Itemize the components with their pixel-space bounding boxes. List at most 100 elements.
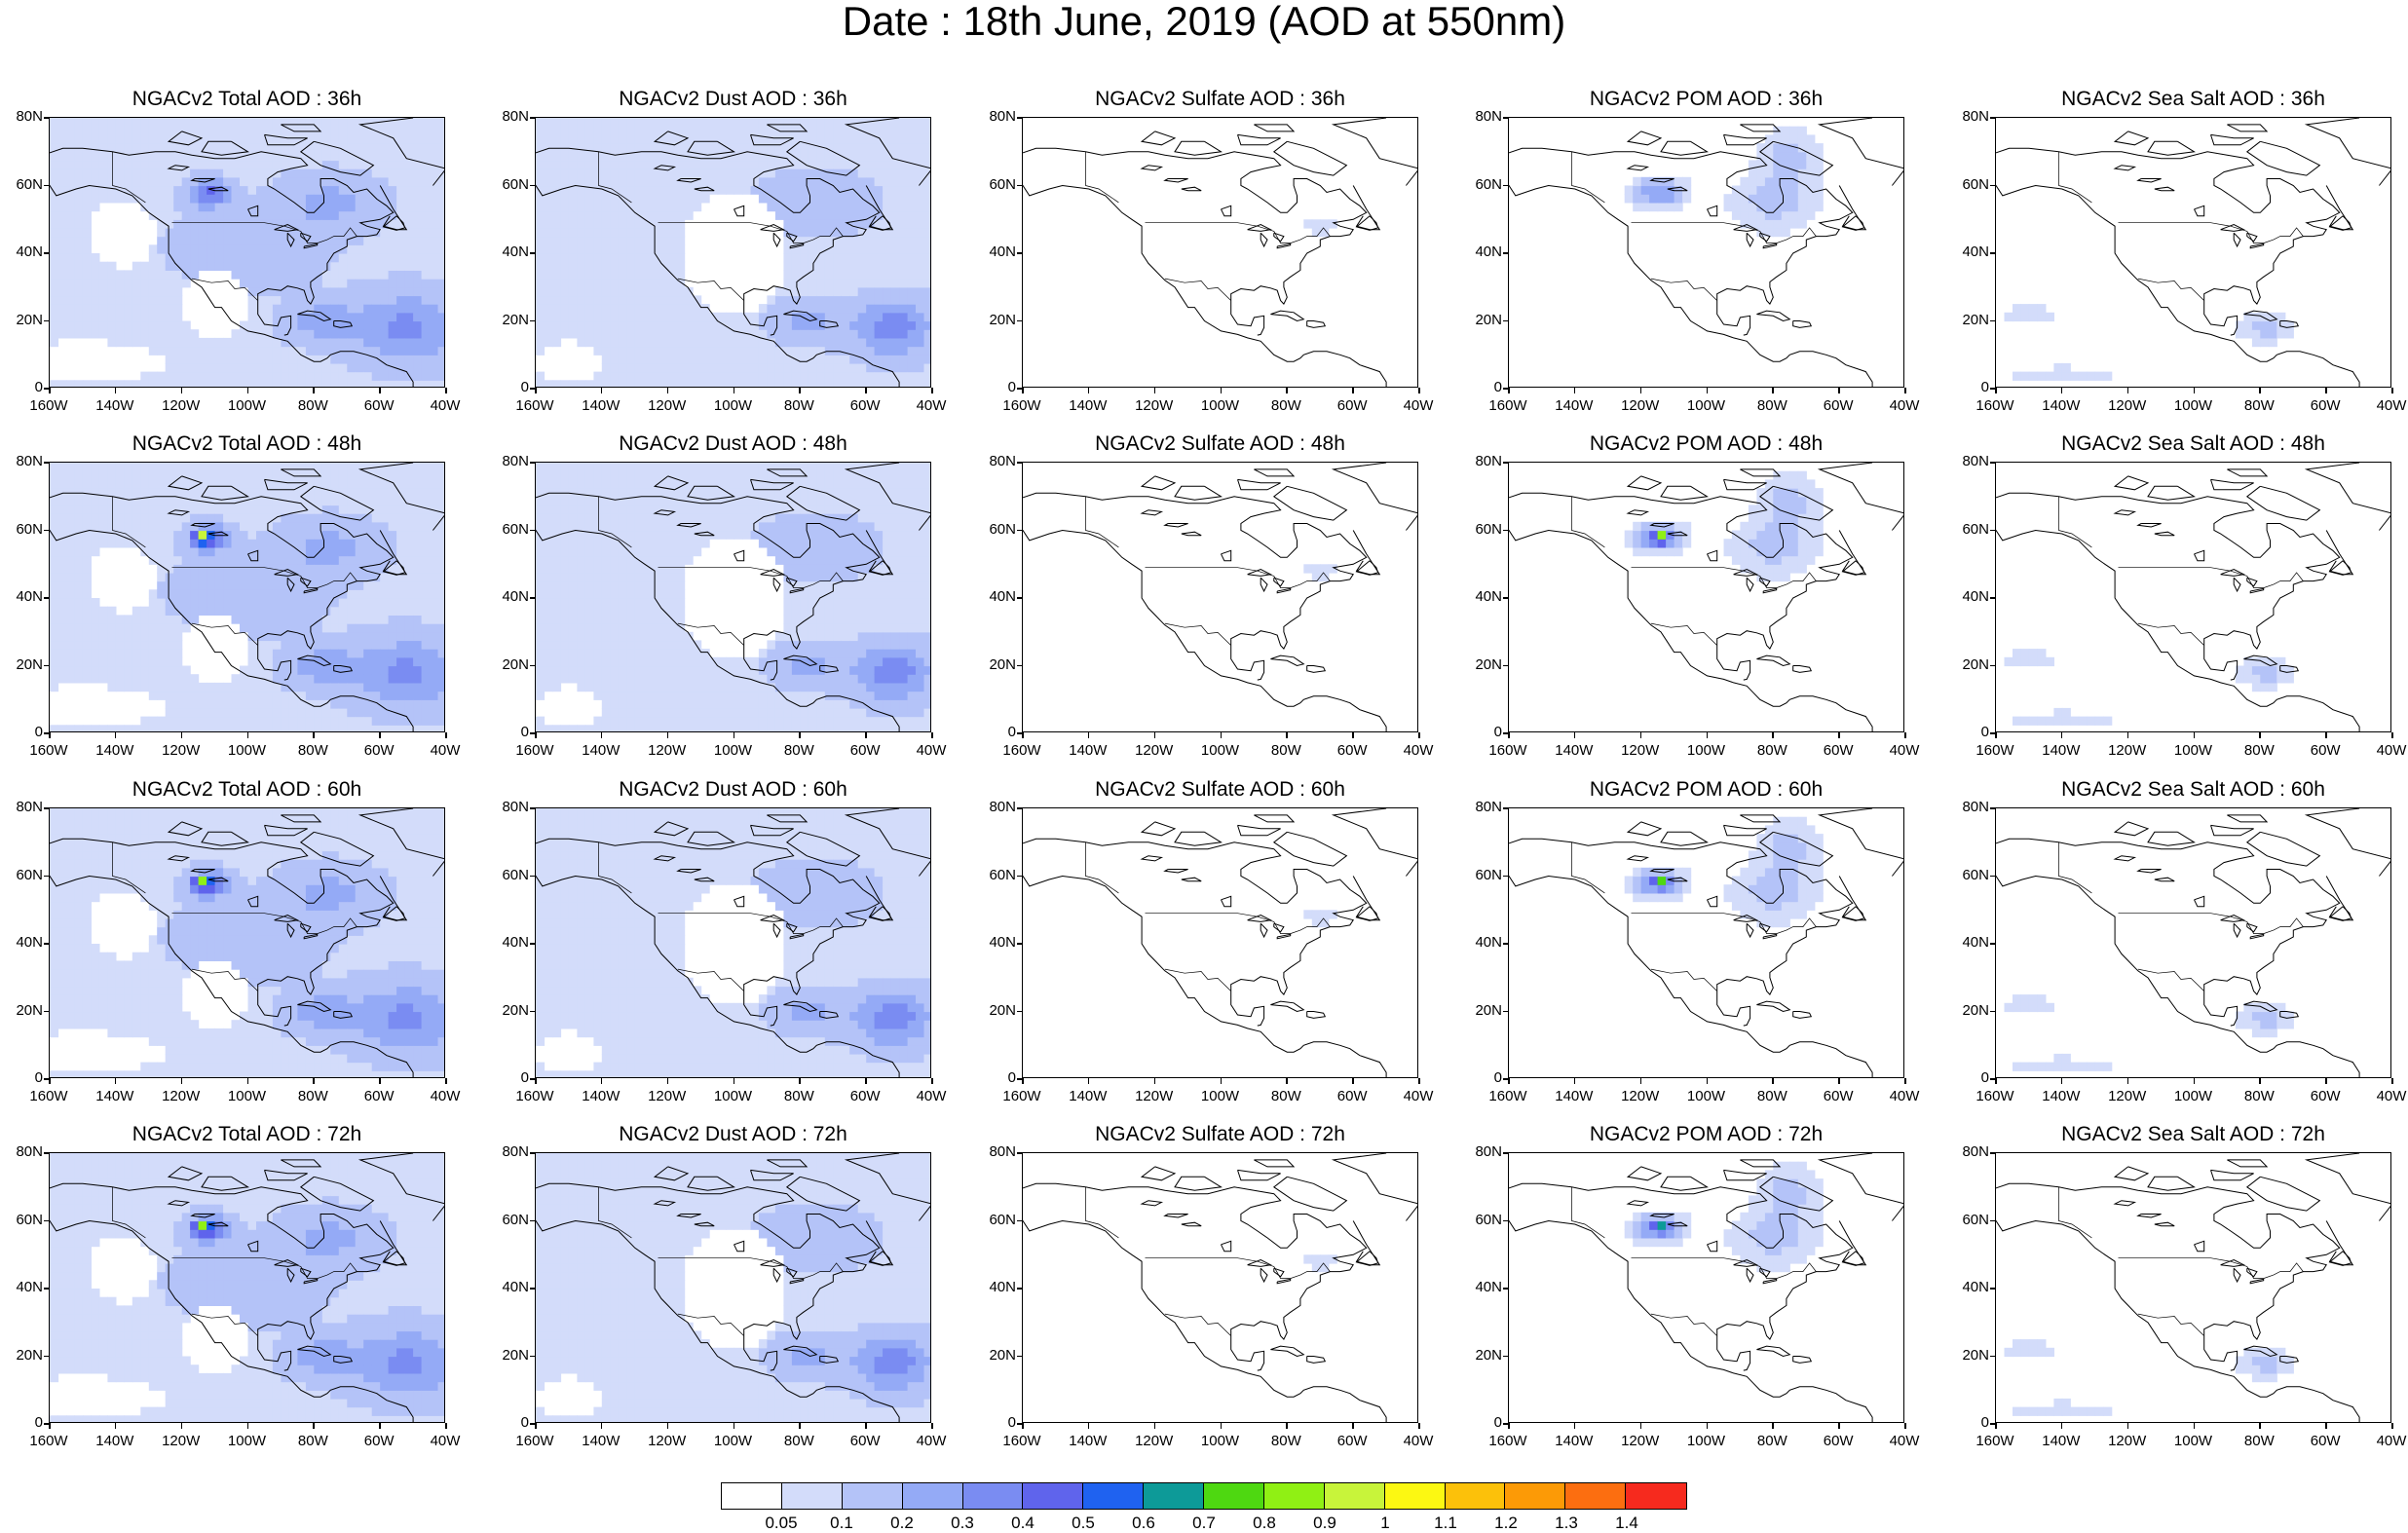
aod-cell bbox=[833, 287, 842, 296]
aod-cell bbox=[536, 674, 545, 683]
aod-cell bbox=[585, 607, 594, 616]
aod-cell bbox=[50, 127, 58, 135]
aod-cell bbox=[899, 127, 908, 135]
aod-cell bbox=[50, 237, 58, 245]
aod-cell bbox=[347, 623, 356, 632]
aod-cell bbox=[166, 674, 174, 683]
aod-cell bbox=[569, 666, 578, 675]
aod-cell bbox=[149, 313, 158, 321]
aod-cell bbox=[438, 564, 446, 573]
aod-cell bbox=[577, 160, 585, 168]
aod-cell bbox=[430, 194, 438, 203]
aod-cell bbox=[66, 287, 75, 296]
aod-cell bbox=[74, 186, 83, 195]
aod-cell bbox=[816, 321, 825, 330]
aod-cell bbox=[339, 497, 348, 505]
aod-cell bbox=[389, 463, 397, 471]
aod-cell bbox=[610, 304, 619, 313]
aod-cell bbox=[297, 127, 306, 135]
aod-cell bbox=[866, 244, 875, 253]
aod-cell bbox=[215, 589, 224, 598]
aod-cell bbox=[124, 279, 132, 287]
aod-cell bbox=[140, 522, 149, 531]
aod-cell bbox=[314, 329, 322, 338]
aod-cell bbox=[1682, 177, 1691, 186]
aod-cell bbox=[626, 177, 635, 186]
aod-cell bbox=[783, 228, 792, 237]
aod-cell bbox=[356, 556, 364, 565]
aod-cell bbox=[430, 363, 438, 372]
aod-cell bbox=[1740, 203, 1749, 211]
aod-cell bbox=[643, 253, 652, 262]
aod-cell bbox=[190, 203, 199, 211]
aod-cell bbox=[883, 160, 891, 168]
aod-cell bbox=[207, 127, 215, 135]
aod-cell bbox=[422, 203, 431, 211]
aod-cell bbox=[593, 295, 602, 304]
aod-cell bbox=[215, 581, 224, 590]
aod-cell bbox=[396, 203, 405, 211]
aod-cell bbox=[610, 355, 619, 363]
aod-cell bbox=[306, 674, 315, 683]
aod-cell bbox=[759, 363, 768, 372]
aod-cell bbox=[190, 683, 199, 692]
aod-cell bbox=[610, 564, 619, 573]
y-tick-mark bbox=[44, 185, 49, 187]
aod-cell bbox=[215, 372, 224, 381]
aod-cell bbox=[891, 143, 900, 152]
aod-cell bbox=[545, 118, 553, 127]
aod-cell bbox=[422, 513, 431, 522]
aod-cell bbox=[585, 270, 594, 279]
aod-cell bbox=[652, 194, 660, 203]
aod-cell bbox=[643, 152, 652, 161]
aod-cell bbox=[173, 598, 182, 607]
aod-cell bbox=[297, 699, 306, 708]
y-tick-mark bbox=[1990, 320, 1995, 322]
aod-cell bbox=[389, 607, 397, 616]
aod-cell bbox=[66, 556, 75, 565]
aod-cell bbox=[199, 228, 207, 237]
aod-cell bbox=[173, 463, 182, 471]
aod-cell bbox=[552, 640, 561, 649]
aod-cell bbox=[83, 539, 92, 547]
aod-cell bbox=[396, 615, 405, 623]
aod-cell bbox=[173, 725, 182, 732]
aod-cell bbox=[380, 607, 389, 616]
aod-cell bbox=[701, 194, 710, 203]
aod-cell bbox=[545, 725, 553, 732]
aod-cell bbox=[149, 607, 158, 616]
aod-cell bbox=[99, 177, 108, 186]
aod-cell bbox=[626, 674, 635, 683]
aod-cell bbox=[223, 717, 232, 726]
aod-cell bbox=[577, 674, 585, 683]
aod-cell bbox=[430, 168, 438, 177]
aod-cell bbox=[124, 321, 132, 330]
aod-cell bbox=[330, 329, 339, 338]
aod-cell bbox=[536, 321, 545, 330]
aod-cell bbox=[173, 505, 182, 513]
aod-cell bbox=[430, 347, 438, 355]
aod-cell bbox=[182, 253, 191, 262]
aod-cell bbox=[825, 160, 834, 168]
aod-cell bbox=[659, 363, 668, 372]
aod-cell bbox=[356, 589, 364, 598]
aod-cell bbox=[908, 253, 917, 262]
aod-cell bbox=[107, 607, 116, 616]
aod-cell bbox=[372, 253, 381, 262]
aod-cell bbox=[430, 380, 438, 388]
aod-cell bbox=[232, 539, 241, 547]
aod-cell bbox=[207, 513, 215, 522]
aod-cell bbox=[297, 683, 306, 692]
aod-cell bbox=[83, 152, 92, 161]
aod-cell bbox=[240, 168, 248, 177]
aod-cell bbox=[536, 479, 545, 488]
aod-cell bbox=[800, 347, 809, 355]
aod-cell bbox=[166, 244, 174, 253]
aod-cell bbox=[635, 237, 644, 245]
aod-cell bbox=[396, 313, 405, 321]
aod-cell bbox=[173, 564, 182, 573]
aod-cell bbox=[356, 244, 364, 253]
aod-cell bbox=[849, 152, 858, 161]
aod-cell bbox=[1320, 219, 1329, 228]
aod-cell bbox=[792, 118, 801, 127]
